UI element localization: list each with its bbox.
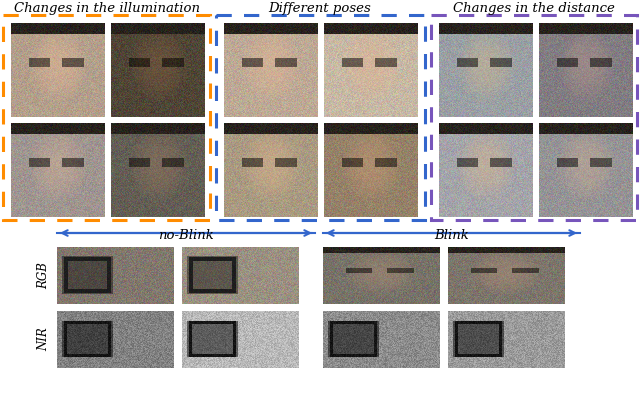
Text: Changes in the illumination: Changes in the illumination [14, 2, 200, 15]
Bar [216, 15, 425, 220]
Text: Changes in the distance: Changes in the distance [453, 2, 615, 15]
Text: RGB: RGB [37, 262, 50, 289]
Bar [3, 15, 210, 220]
Text: no-Blink: no-Blink [158, 229, 214, 242]
Text: NIR: NIR [37, 327, 50, 352]
Bar [431, 15, 637, 220]
Text: Blink: Blink [435, 229, 469, 242]
Text: Different poses: Different poses [269, 2, 371, 15]
